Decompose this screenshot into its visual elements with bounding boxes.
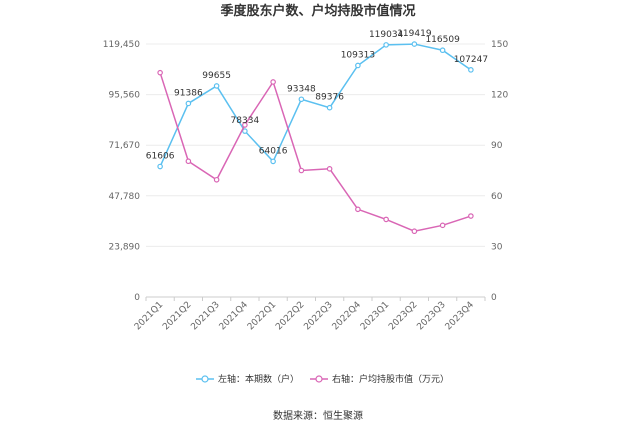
data-label: 78334 bbox=[231, 116, 260, 126]
data-point[interactable] bbox=[298, 167, 305, 174]
legend-item-1[interactable]: 左轴：本期数（户） bbox=[196, 373, 299, 385]
x-axis-tick-label: 2023Q1 bbox=[359, 300, 391, 332]
data-point[interactable] bbox=[242, 128, 248, 134]
data-label: 109313 bbox=[341, 50, 375, 60]
right-axis-tick-label: 30 bbox=[491, 242, 503, 252]
left-axis-tick-label: 71,670 bbox=[109, 141, 141, 151]
right-axis-tick-label: 90 bbox=[491, 141, 503, 151]
x-axis-tick-label: 2023Q3 bbox=[415, 300, 447, 332]
right-axis-tick-label: 60 bbox=[491, 192, 503, 202]
x-axis-tick-label: 2022Q1 bbox=[246, 300, 278, 332]
left-axis-tick-label: 119,450 bbox=[103, 40, 140, 50]
left-axis-tick-label: 0 bbox=[134, 293, 140, 303]
right-axis-tick-label: 120 bbox=[491, 91, 508, 101]
data-point[interactable] bbox=[468, 67, 474, 73]
data-point[interactable] bbox=[355, 206, 361, 213]
data-point[interactable] bbox=[213, 176, 220, 183]
chart-title: 季度股东户数、户均持股市值情况 bbox=[219, 3, 415, 19]
legend-item-2[interactable]: 右轴：户均持股市值（万元） bbox=[310, 373, 449, 385]
x-axis-tick-label: 2021Q2 bbox=[161, 300, 193, 332]
data-label: 61606 bbox=[146, 152, 175, 162]
legend-label: 右轴：户均持股市值（万元） bbox=[332, 373, 449, 385]
x-axis-tick-label: 2022Q4 bbox=[331, 300, 364, 333]
right-axis-tick-label: 0 bbox=[491, 293, 497, 303]
legend-circle-marker bbox=[315, 375, 323, 383]
data-label: 119419 bbox=[397, 29, 432, 39]
x-axis-tick-label: 2021Q4 bbox=[218, 300, 251, 333]
data-point[interactable] bbox=[157, 69, 163, 76]
data-point[interactable] bbox=[439, 47, 446, 54]
data-point[interactable] bbox=[298, 96, 305, 103]
x-axis-tick-label: 2022Q3 bbox=[302, 300, 334, 332]
data-point[interactable] bbox=[326, 104, 333, 111]
data-point[interactable] bbox=[468, 213, 474, 219]
data-point[interactable] bbox=[383, 216, 389, 223]
legend[interactable]: 左轴：本期数（户） 右轴：户均持股市值（万元） bbox=[196, 373, 449, 385]
left-axis-tick-label: 23,890 bbox=[109, 242, 141, 252]
data-point[interactable] bbox=[439, 222, 446, 229]
data-label: 99655 bbox=[202, 71, 231, 81]
x-axis-tick-label: 2021Q3 bbox=[189, 300, 221, 332]
x-axis-tick-label: 2021Q1 bbox=[133, 300, 165, 332]
data-point[interactable] bbox=[270, 79, 276, 85]
data-label: 91386 bbox=[174, 88, 203, 98]
right-axis-tick-label: 150 bbox=[491, 40, 508, 50]
data-point[interactable] bbox=[242, 122, 248, 128]
data-point[interactable] bbox=[411, 228, 418, 235]
data-point[interactable] bbox=[185, 100, 192, 107]
data-point[interactable] bbox=[157, 163, 163, 170]
x-axis-tick-label: 2023Q4 bbox=[444, 300, 477, 333]
source-note: 数据来源：恒生聚源 bbox=[273, 409, 363, 422]
data-point[interactable] bbox=[383, 42, 389, 48]
data-label: 107247 bbox=[454, 55, 488, 65]
data-label: 64016 bbox=[259, 146, 288, 156]
data-label: 93348 bbox=[287, 84, 316, 94]
x-axis-tick-label: 2022Q2 bbox=[274, 300, 306, 332]
data-label: 119034 bbox=[369, 30, 404, 40]
left-axis-tick-label: 95,560 bbox=[109, 91, 141, 101]
data-point[interactable] bbox=[411, 41, 418, 47]
data-point[interactable] bbox=[326, 166, 333, 172]
grid bbox=[146, 43, 485, 298]
left-axis-tick-label: 47,780 bbox=[109, 192, 141, 202]
series-line-2 bbox=[159, 72, 472, 233]
data-label: 116509 bbox=[425, 35, 460, 45]
legend-label: 左轴：本期数（户） bbox=[218, 373, 299, 385]
data-point[interactable] bbox=[270, 158, 276, 165]
x-axis-tick-label: 2023Q2 bbox=[387, 300, 419, 332]
legend-circle-marker bbox=[201, 375, 209, 383]
series bbox=[157, 41, 474, 235]
series-line-1 bbox=[159, 43, 472, 167]
data-label: 89376 bbox=[315, 93, 344, 103]
data-point[interactable] bbox=[185, 158, 192, 165]
data-point[interactable] bbox=[355, 62, 361, 69]
data-point[interactable] bbox=[213, 83, 220, 89]
